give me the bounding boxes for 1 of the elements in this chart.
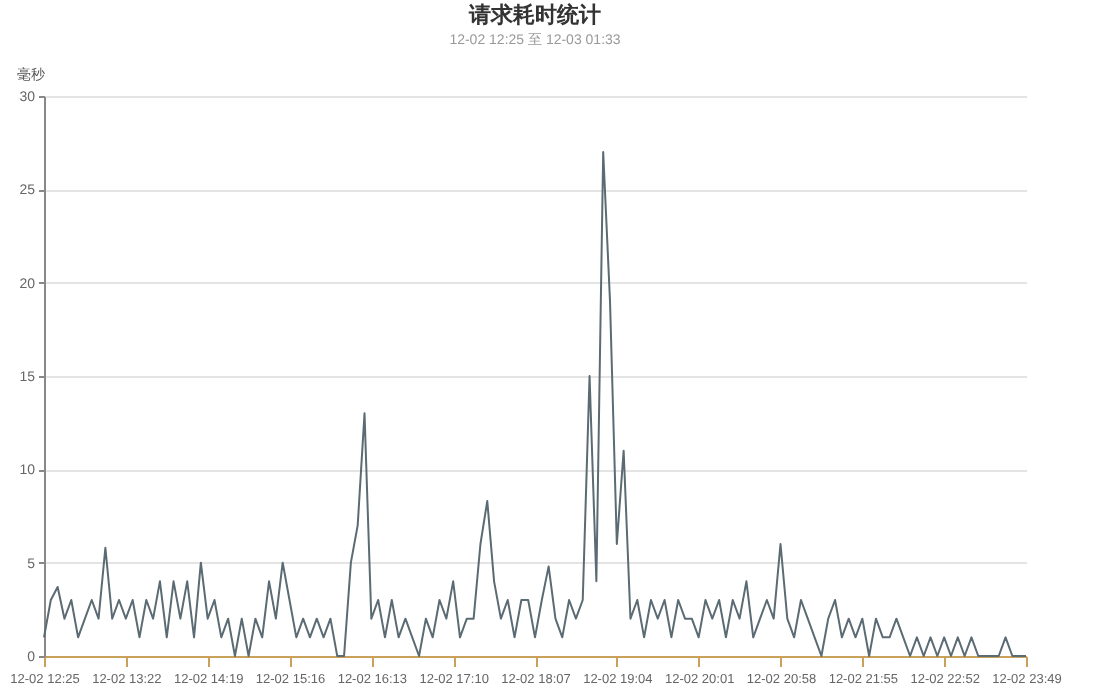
chart-title: 请求耗时统计 xyxy=(467,2,601,28)
